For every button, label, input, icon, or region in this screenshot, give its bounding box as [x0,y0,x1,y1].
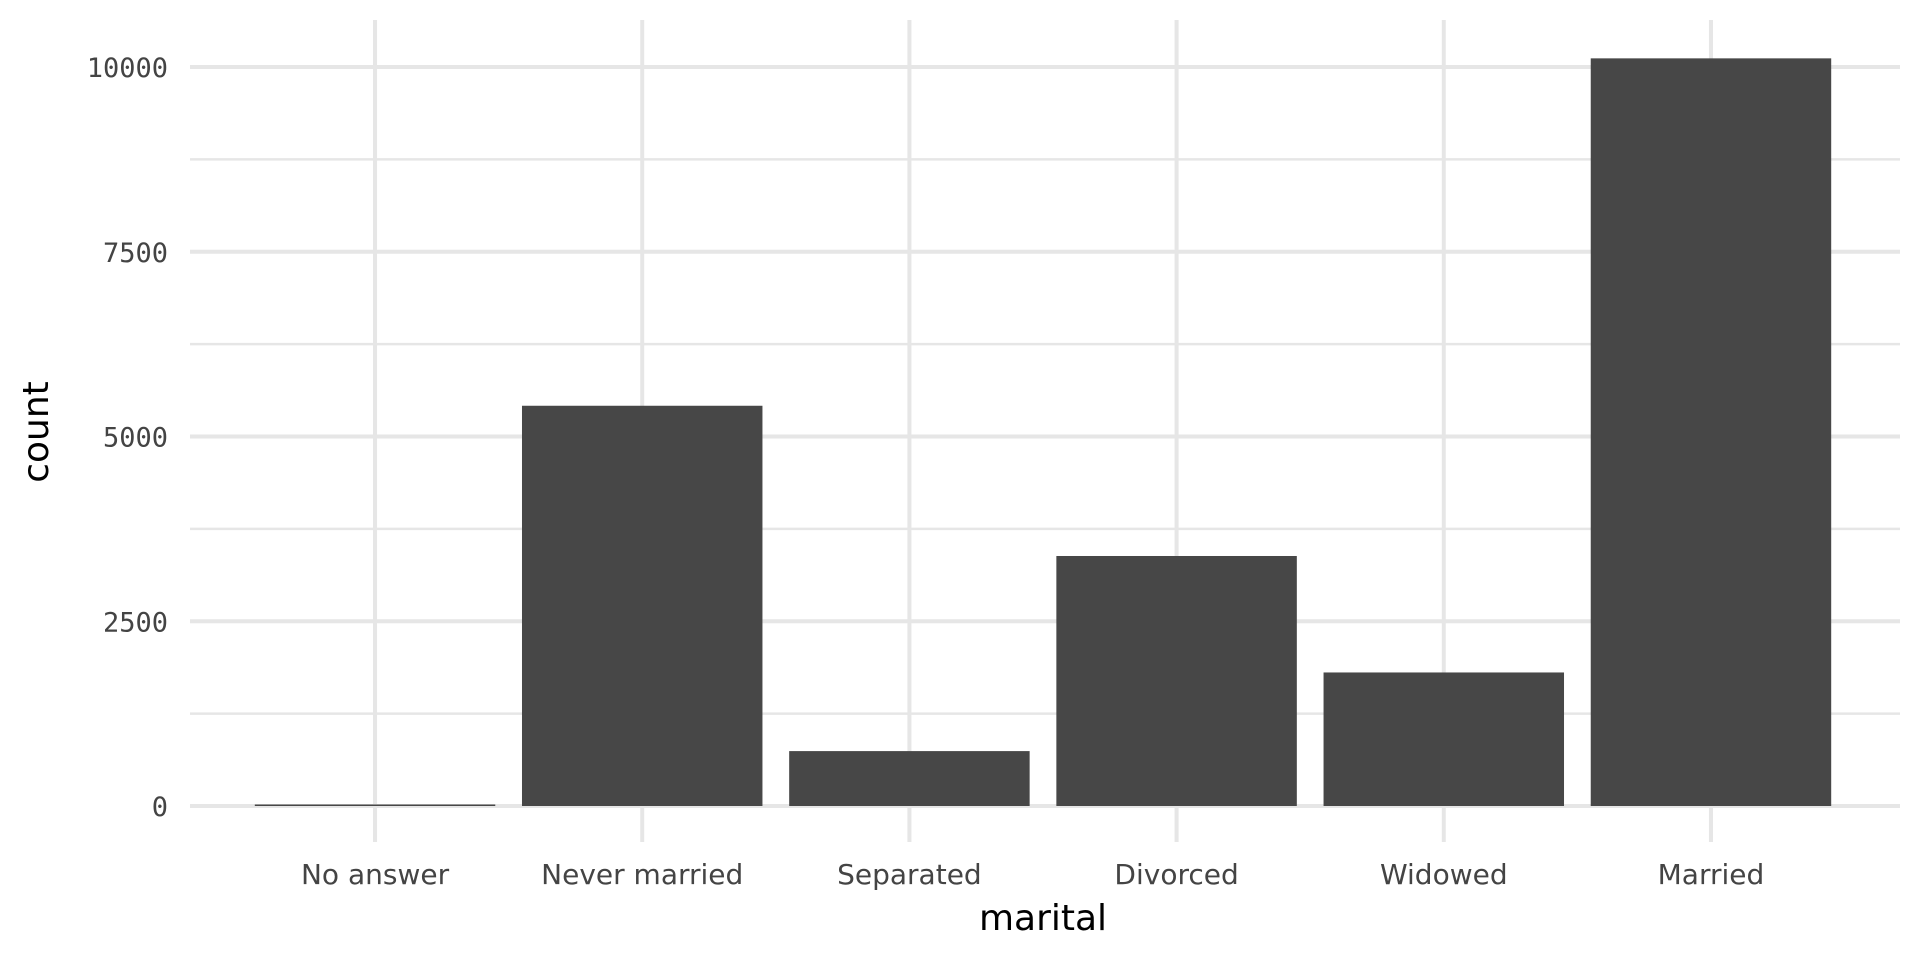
bar-no-answer [254,804,496,806]
y-tick-label: 2500 [103,607,168,638]
x-tick-labels: No answer Never married Separated Divorced W… [301,858,1764,891]
y-axis-title: count [16,381,57,483]
x-axis-title: marital [979,898,1107,939]
y-tick-label: 7500 [103,238,168,269]
x-tick-label: Never married [541,858,743,891]
bar-divorced [1056,555,1297,806]
bar-never-married [521,405,763,806]
y-tick-label: 0 [152,792,168,823]
x-tick-label: Divorced [1114,858,1238,891]
bar-widowed [1323,672,1565,806]
bar-married [1590,58,1832,806]
x-tick-label: Separated [837,858,982,891]
x-tick-label: Widowed [1380,858,1508,891]
bar-separated [789,751,1030,806]
bars [254,58,1832,806]
y-tick-label: 10000 [87,53,168,84]
x-tick-label: No answer [301,858,450,891]
x-tick-label: Married [1658,858,1765,891]
y-tick-label: 5000 [103,423,168,454]
y-tick-labels: 0 2500 5000 7500 10000 [87,53,168,823]
